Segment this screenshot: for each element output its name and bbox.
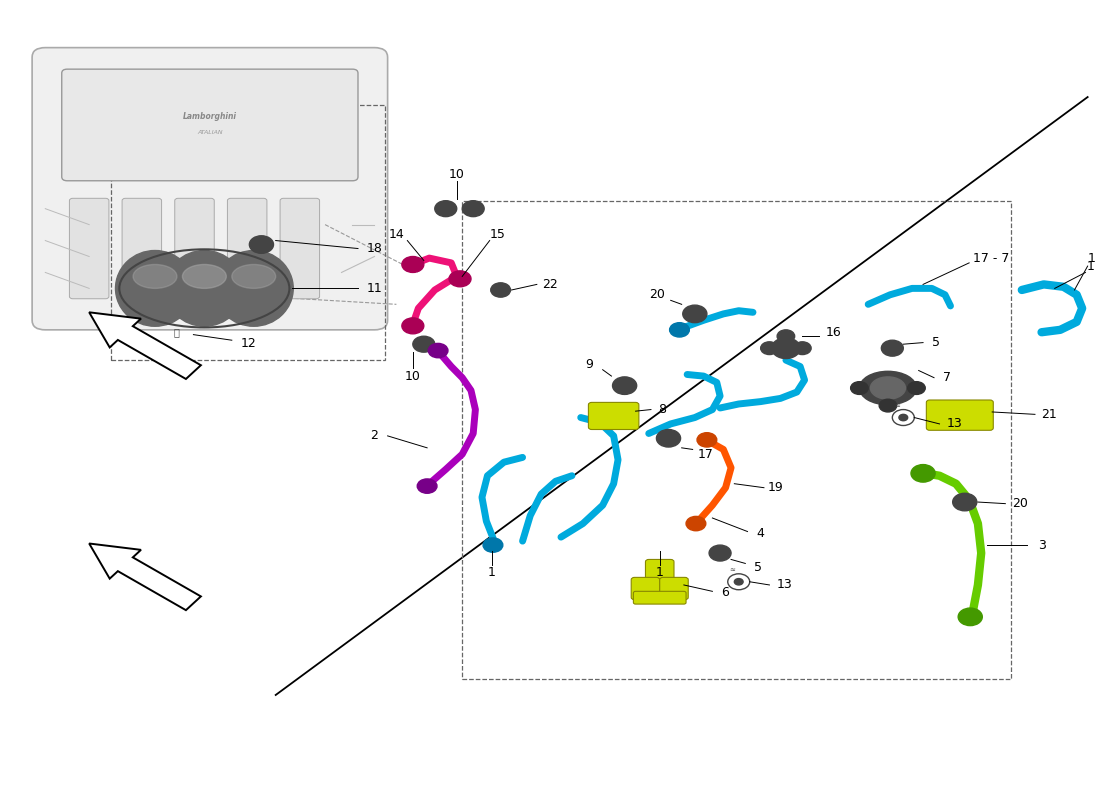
Text: 11: 11 (366, 282, 383, 295)
Circle shape (850, 382, 868, 394)
Circle shape (402, 318, 424, 334)
Circle shape (462, 201, 484, 217)
Text: 19: 19 (768, 481, 784, 494)
Circle shape (953, 494, 977, 511)
Circle shape (958, 608, 982, 626)
Circle shape (879, 399, 896, 412)
Text: 5: 5 (932, 336, 940, 349)
Text: 20: 20 (1012, 497, 1027, 510)
FancyArrow shape (89, 312, 201, 379)
Text: 3: 3 (1037, 538, 1045, 551)
Text: 17: 17 (697, 448, 714, 461)
FancyBboxPatch shape (634, 591, 686, 604)
Circle shape (761, 342, 778, 354)
Ellipse shape (214, 250, 294, 326)
Text: 13: 13 (947, 418, 962, 430)
Circle shape (250, 236, 274, 254)
Circle shape (771, 338, 800, 358)
Text: 21: 21 (1042, 408, 1057, 421)
Text: 13: 13 (777, 578, 793, 591)
Ellipse shape (165, 250, 244, 326)
Text: 16: 16 (825, 326, 842, 338)
Ellipse shape (183, 265, 227, 288)
Text: 4: 4 (757, 527, 764, 541)
Text: 10: 10 (405, 370, 421, 382)
Text: 1: 1 (1087, 259, 1094, 273)
Circle shape (899, 414, 907, 421)
Text: 1: 1 (1088, 251, 1096, 265)
Text: 10: 10 (449, 168, 464, 181)
Circle shape (710, 545, 732, 561)
Ellipse shape (859, 371, 916, 405)
FancyBboxPatch shape (62, 69, 358, 181)
Circle shape (911, 465, 935, 482)
Circle shape (417, 479, 437, 494)
Text: 9: 9 (585, 358, 593, 370)
Circle shape (483, 538, 503, 552)
Text: 5: 5 (755, 561, 762, 574)
Text: 14: 14 (388, 228, 405, 241)
Circle shape (449, 271, 471, 286)
FancyBboxPatch shape (926, 400, 993, 430)
FancyArrow shape (89, 543, 201, 610)
Circle shape (657, 430, 681, 447)
Text: 8: 8 (658, 403, 666, 416)
FancyBboxPatch shape (646, 559, 674, 582)
Circle shape (686, 516, 706, 530)
FancyBboxPatch shape (69, 198, 109, 298)
Bar (462, 201, 1011, 679)
Circle shape (491, 283, 510, 297)
FancyBboxPatch shape (122, 198, 162, 298)
Circle shape (434, 201, 456, 217)
FancyBboxPatch shape (588, 402, 639, 430)
Text: 1: 1 (656, 566, 663, 579)
FancyBboxPatch shape (280, 198, 320, 298)
Text: 22: 22 (542, 278, 558, 291)
Ellipse shape (232, 265, 276, 288)
Circle shape (735, 578, 744, 585)
Text: 17 - 7: 17 - 7 (972, 251, 1010, 265)
Circle shape (428, 343, 448, 358)
Text: Lamborghini: Lamborghini (183, 113, 236, 122)
Ellipse shape (116, 250, 195, 326)
Bar (111, 105, 385, 360)
Ellipse shape (870, 377, 905, 399)
Circle shape (777, 330, 794, 342)
Text: 20: 20 (650, 288, 666, 302)
FancyBboxPatch shape (175, 198, 214, 298)
FancyBboxPatch shape (660, 578, 689, 600)
Text: 12: 12 (241, 337, 256, 350)
FancyBboxPatch shape (32, 48, 387, 330)
Text: ≈: ≈ (729, 567, 735, 573)
Circle shape (881, 340, 903, 356)
Text: 7: 7 (943, 371, 951, 384)
Text: 1: 1 (488, 566, 496, 579)
Circle shape (908, 382, 925, 394)
Text: ≈: ≈ (894, 403, 900, 409)
FancyBboxPatch shape (228, 198, 267, 298)
Text: ATALIAN: ATALIAN (197, 130, 222, 135)
Circle shape (412, 336, 434, 352)
Circle shape (697, 433, 717, 447)
Circle shape (613, 377, 637, 394)
Circle shape (793, 342, 811, 354)
FancyBboxPatch shape (631, 578, 660, 600)
Circle shape (402, 257, 424, 273)
Text: 6: 6 (722, 586, 729, 599)
Text: 18: 18 (366, 242, 383, 255)
Circle shape (683, 305, 707, 322)
Text: 2: 2 (371, 430, 378, 442)
Ellipse shape (133, 265, 177, 288)
Text: 15: 15 (490, 228, 505, 241)
Circle shape (670, 322, 690, 337)
Text: ⭑: ⭑ (174, 327, 180, 338)
